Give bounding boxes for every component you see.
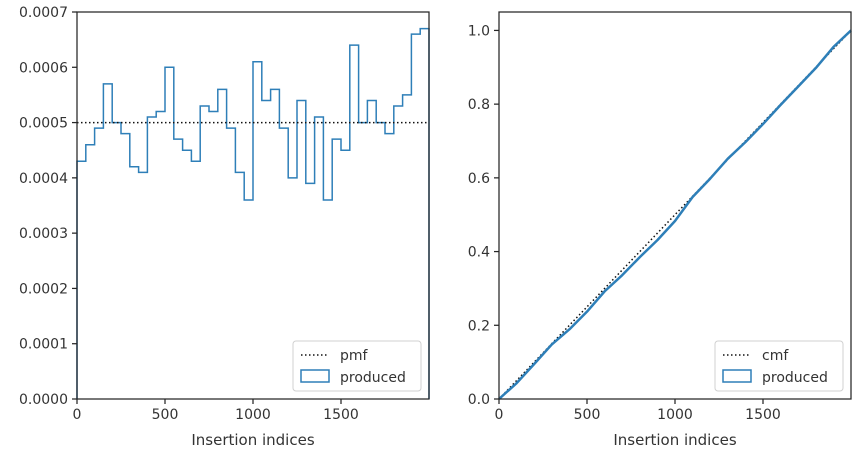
y-tick-label: 0.0007: [19, 5, 68, 21]
x-tick-label: 1000: [235, 407, 271, 423]
x-tick-label: 0: [495, 407, 504, 423]
y-tick-label: 0.0005: [19, 116, 68, 132]
y-tick-label: 0.0006: [19, 60, 68, 76]
produced-histogram-step: [76, 27, 430, 399]
x-tick-label: 0: [73, 407, 82, 423]
y-tick-label: 0.0000: [19, 392, 68, 408]
x-tick-label: 1500: [323, 407, 359, 423]
y-tick-label: 0.0004: [19, 171, 68, 187]
legend-box: [292, 340, 422, 392]
x-tick-label: 1000: [657, 407, 693, 423]
y-tick-label: 1.0: [468, 23, 490, 39]
legend-swatch-produced: [300, 369, 330, 383]
y-tick-label: 0.0002: [19, 281, 68, 297]
y-tick-label: 0.8: [468, 97, 490, 113]
legend-box: [714, 340, 844, 392]
legend-label-pmf: pmf: [340, 348, 369, 364]
pmf-histogram-panel: 0.0000 0.0001 0.0002 0.0003 0.0004 0.0005 0.00…: [19, 5, 430, 449]
y-tick-label: 0.0001: [19, 337, 68, 353]
x-axis-label: Insertion indices: [191, 431, 314, 449]
x-tick-label: 500: [152, 407, 179, 423]
y-tick-label: 0.0003: [19, 226, 68, 242]
y-tick-label: 0.6: [468, 171, 490, 187]
x-axis-label: Insertion indices: [613, 431, 736, 449]
legend-label-cmf: cmf: [762, 348, 789, 364]
y-tick-label: 0.2: [468, 318, 490, 334]
legend-label-produced: produced: [762, 370, 828, 386]
x-tick-label: 1500: [745, 407, 781, 423]
produced-cumulative-line: [498, 29, 852, 400]
y-tick-label: 0.4: [468, 245, 490, 261]
y-tick-label: 0.0: [468, 392, 490, 408]
legend-swatch-produced: [722, 369, 752, 383]
cmf-line-panel: 0.0 0.2 0.4 0.6 0.8 1.0 0 500 1000 1500 Insertion …: [468, 11, 852, 449]
x-tick-label: 500: [574, 407, 601, 423]
legend-label-produced: produced: [340, 370, 406, 386]
